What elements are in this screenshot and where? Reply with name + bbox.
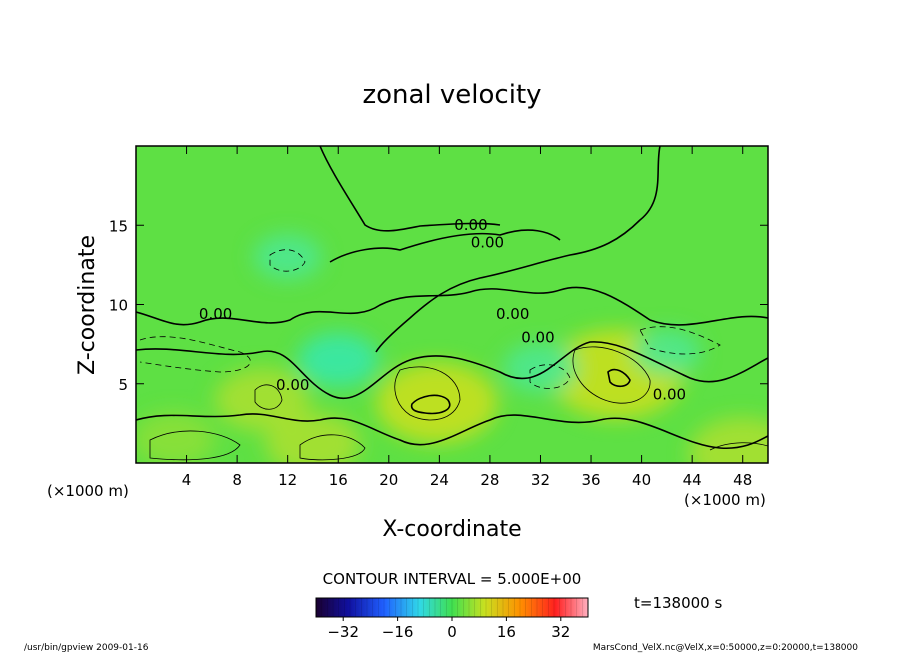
x-tick-label: 28	[480, 471, 499, 489]
contour-label: 0.00	[471, 233, 504, 251]
negative-contours	[139, 249, 721, 389]
field-feature	[297, 332, 380, 388]
x-tick-label: 48	[733, 471, 752, 489]
y-tick-label: 5	[118, 376, 128, 394]
positive-contours	[149, 346, 768, 461]
x-tick-label: 40	[632, 471, 651, 489]
footer-left: /usr/bin/gpview 2009-01-16	[24, 643, 149, 653]
x-tick-label: 4	[182, 471, 192, 489]
x-tick-label: 12	[278, 471, 297, 489]
x-tick-label: 44	[683, 471, 702, 489]
colorbar-tick-label: −16	[382, 623, 414, 641]
contour-labels: 0.000.000.00 0.000.000.000.00	[199, 216, 686, 404]
contour-label: 0.00	[276, 376, 309, 394]
field-feature	[632, 329, 702, 375]
x-axis-label: X-coordinate	[382, 517, 521, 542]
x-tick-label: 24	[430, 471, 449, 489]
colorbar-tick-label: −32	[327, 623, 359, 641]
footer-right: MarsCond_VelX.nc@VelX,x=0:50000,z=0:2000…	[593, 643, 858, 653]
field-feature	[376, 362, 498, 444]
colorbar-tick-label: 16	[497, 623, 516, 641]
y-tick-label: 10	[109, 297, 128, 315]
contour-interval: CONTOUR INTERVAL = 5.000E+00	[323, 570, 582, 588]
field-feature	[502, 342, 578, 393]
plot-area: 0.000.000.00 0.000.000.000.00	[136, 146, 768, 463]
field-feature	[265, 412, 361, 463]
x-tick-label: 36	[581, 471, 600, 489]
x-tick-label: 20	[379, 471, 398, 489]
y-axis: 5 10 15	[109, 217, 768, 394]
y-tick-label: 15	[109, 217, 128, 235]
field-feature	[688, 417, 768, 463]
x-unit-right: (×1000 m)	[684, 491, 766, 509]
field-feature	[253, 234, 322, 280]
colorbar-ticks: −32 −16 0 16 32	[321, 598, 583, 641]
y-axis-label: Z-coordinate	[75, 235, 100, 375]
colorbar-tick-label: 32	[551, 623, 570, 641]
contour-label: 0.00	[454, 216, 487, 234]
contour-label: 0.00	[653, 386, 686, 404]
x-tick-label: 16	[329, 471, 348, 489]
contour-label: 0.00	[496, 305, 529, 323]
x-unit-left: (×1000 m)	[47, 482, 129, 500]
chart-title: zonal velocity	[362, 80, 541, 110]
time-label: t=138000 s	[634, 594, 722, 612]
zero-contours	[136, 146, 768, 450]
colorbar-tick-label: 0	[447, 623, 457, 641]
x-tick-label: 32	[531, 471, 550, 489]
x-tick-label: 8	[232, 471, 242, 489]
contour-label: 0.00	[521, 329, 554, 347]
field-feature	[136, 412, 215, 463]
x-axis: 4 8 12 16 20 24 28 32 36 40 44 48	[182, 146, 752, 489]
contour-label: 0.00	[199, 305, 232, 323]
